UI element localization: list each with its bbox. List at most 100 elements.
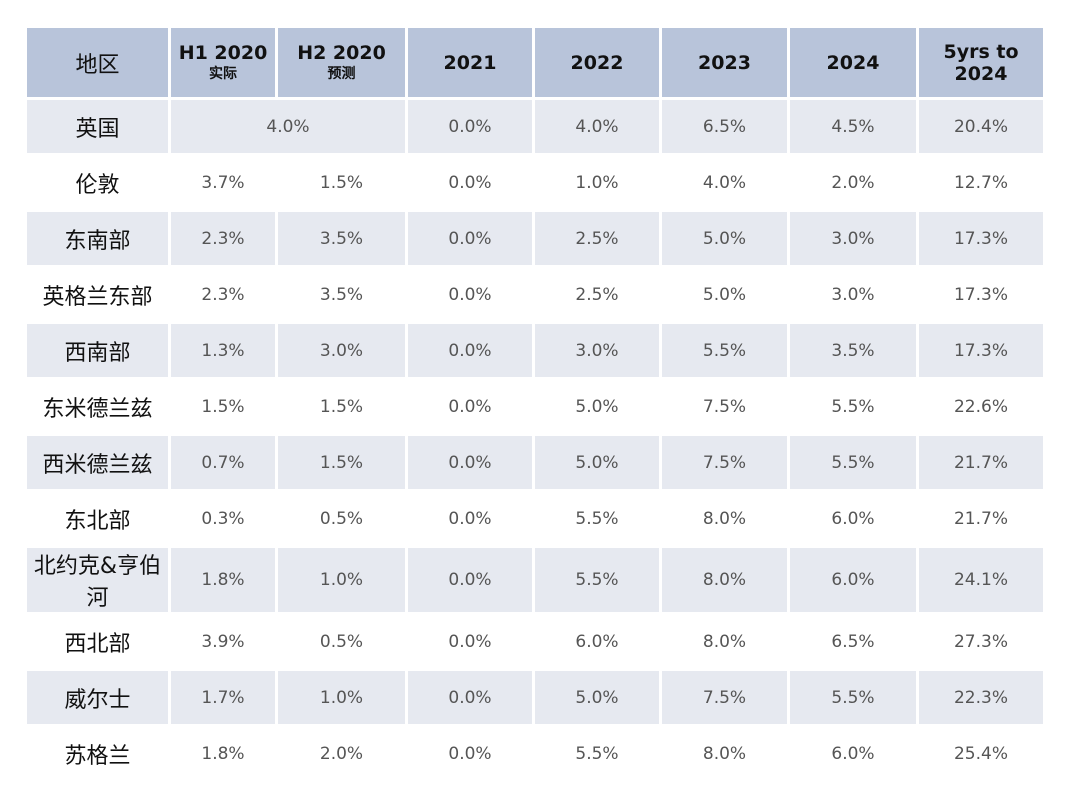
cell-h2-2020: 1.5% xyxy=(278,156,405,209)
region-cell: 东北部 xyxy=(27,492,168,545)
cell-h2-2020: 0.5% xyxy=(278,615,405,668)
cell-h2-2020: 3.5% xyxy=(278,212,405,265)
table-row: 西南部 1.3% 3.0% 0.0% 3.0% 5.5% 3.5% 17.3% xyxy=(27,324,1043,377)
header-h1-2020: H1 2020 实际 xyxy=(171,28,275,97)
cell-5yrs: 12.7% xyxy=(919,156,1043,209)
cell-2023: 6.5% xyxy=(662,100,787,153)
region-cell: 西南部 xyxy=(27,324,168,377)
cell-2021: 0.0% xyxy=(408,100,532,153)
cell-2021: 0.0% xyxy=(408,615,532,668)
cell-2021: 0.0% xyxy=(408,727,532,780)
cell-2022: 6.0% xyxy=(535,615,659,668)
table-row: 西北部 3.9% 0.5% 0.0% 6.0% 8.0% 6.5% 27.3% xyxy=(27,615,1043,668)
region-cell: 苏格兰 xyxy=(27,727,168,780)
cell-h1-2020: 2.3% xyxy=(171,268,275,321)
table-row: 英格兰东部 2.3% 3.5% 0.0% 2.5% 5.0% 3.0% 17.3% xyxy=(27,268,1043,321)
cell-2021: 0.0% xyxy=(408,380,532,433)
cell-2024: 3.5% xyxy=(790,324,916,377)
cell-2022: 5.5% xyxy=(535,727,659,780)
cell-5yrs: 22.3% xyxy=(919,671,1043,724)
cell-2023: 8.0% xyxy=(662,548,787,612)
cell-2023: 8.0% xyxy=(662,615,787,668)
cell-5yrs: 27.3% xyxy=(919,615,1043,668)
region-cell: 西北部 xyxy=(27,615,168,668)
cell-h1-2020: 1.8% xyxy=(171,548,275,612)
cell-2022: 5.0% xyxy=(535,671,659,724)
cell-2022: 5.5% xyxy=(535,548,659,612)
cell-5yrs: 25.4% xyxy=(919,727,1043,780)
cell-5yrs: 17.3% xyxy=(919,268,1043,321)
cell-2024: 5.5% xyxy=(790,671,916,724)
cell-2023: 4.0% xyxy=(662,156,787,209)
cell-5yrs: 21.7% xyxy=(919,436,1043,489)
cell-h1-2020: 1.5% xyxy=(171,380,275,433)
cell-2024: 6.5% xyxy=(790,615,916,668)
cell-5yrs: 21.7% xyxy=(919,492,1043,545)
cell-h1-2020: 0.3% xyxy=(171,492,275,545)
cell-5yrs: 20.4% xyxy=(919,100,1043,153)
cell-2022: 5.0% xyxy=(535,436,659,489)
region-cell: 西米德兰兹 xyxy=(27,436,168,489)
cell-2023: 7.5% xyxy=(662,671,787,724)
cell-5yrs: 24.1% xyxy=(919,548,1043,612)
region-cell: 东南部 xyxy=(27,212,168,265)
cell-2020-merged: 4.0% xyxy=(171,100,405,153)
header-5yrs-to-2024: 5yrs to 2024 xyxy=(919,28,1043,97)
cell-h1-2020: 1.7% xyxy=(171,671,275,724)
header-2021: 2021 xyxy=(408,28,532,97)
cell-2024: 6.0% xyxy=(790,727,916,780)
cell-h2-2020: 3.5% xyxy=(278,268,405,321)
cell-2024: 6.0% xyxy=(790,548,916,612)
forecast-table-wrapper: 地区 H1 2020 实际 H2 2020 预测 2021 2022 2023 xyxy=(27,28,1043,780)
cell-2021: 0.0% xyxy=(408,324,532,377)
header-region: 地区 xyxy=(27,28,168,97)
cell-2023: 5.5% xyxy=(662,324,787,377)
cell-2022: 5.0% xyxy=(535,380,659,433)
cell-2021: 0.0% xyxy=(408,436,532,489)
table-row: 东米德兰兹 1.5% 1.5% 0.0% 5.0% 7.5% 5.5% 22.6% xyxy=(27,380,1043,433)
cell-2023: 5.0% xyxy=(662,212,787,265)
cell-2021: 0.0% xyxy=(408,492,532,545)
cell-2021: 0.0% xyxy=(408,548,532,612)
table-row: 伦敦 3.7% 1.5% 0.0% 1.0% 4.0% 2.0% 12.7% xyxy=(27,156,1043,209)
cell-h1-2020: 3.7% xyxy=(171,156,275,209)
header-2024: 2024 xyxy=(790,28,916,97)
table-row: 东南部 2.3% 3.5% 0.0% 2.5% 5.0% 3.0% 17.3% xyxy=(27,212,1043,265)
table-row: 威尔士 1.7% 1.0% 0.0% 5.0% 7.5% 5.5% 22.3% xyxy=(27,671,1043,724)
table-row: 东北部 0.3% 0.5% 0.0% 5.5% 8.0% 6.0% 21.7% xyxy=(27,492,1043,545)
cell-2023: 7.5% xyxy=(662,436,787,489)
cell-h1-2020: 3.9% xyxy=(171,615,275,668)
cell-2024: 5.5% xyxy=(790,380,916,433)
cell-2022: 4.0% xyxy=(535,100,659,153)
cell-2021: 0.0% xyxy=(408,212,532,265)
cell-2022: 1.0% xyxy=(535,156,659,209)
cell-2021: 0.0% xyxy=(408,268,532,321)
region-cell: 伦敦 xyxy=(27,156,168,209)
cell-5yrs: 22.6% xyxy=(919,380,1043,433)
cell-h2-2020: 1.0% xyxy=(278,671,405,724)
header-h2-2020: H2 2020 预测 xyxy=(278,28,405,97)
table-row: 西米德兰兹 0.7% 1.5% 0.0% 5.0% 7.5% 5.5% 21.7% xyxy=(27,436,1043,489)
cell-2023: 8.0% xyxy=(662,492,787,545)
cell-h2-2020: 0.5% xyxy=(278,492,405,545)
cell-2024: 2.0% xyxy=(790,156,916,209)
cell-2022: 5.5% xyxy=(535,492,659,545)
cell-h2-2020: 2.0% xyxy=(278,727,405,780)
price-forecast-table: 地区 H1 2020 实际 H2 2020 预测 2021 2022 2023 xyxy=(24,25,1046,783)
header-2022: 2022 xyxy=(535,28,659,97)
region-cell: 英国 xyxy=(27,100,168,153)
region-cell: 北约克&亨伯河 xyxy=(27,548,168,612)
region-cell: 东米德兰兹 xyxy=(27,380,168,433)
cell-h2-2020: 3.0% xyxy=(278,324,405,377)
cell-h1-2020: 1.3% xyxy=(171,324,275,377)
cell-2023: 8.0% xyxy=(662,727,787,780)
cell-2022: 2.5% xyxy=(535,212,659,265)
cell-h1-2020: 1.8% xyxy=(171,727,275,780)
table-row: 北约克&亨伯河 1.8% 1.0% 0.0% 5.5% 8.0% 6.0% 24.1% xyxy=(27,548,1043,612)
cell-2022: 2.5% xyxy=(535,268,659,321)
cell-5yrs: 17.3% xyxy=(919,324,1043,377)
header-row: 地区 H1 2020 实际 H2 2020 预测 2021 2022 2023 xyxy=(27,28,1043,97)
region-cell: 英格兰东部 xyxy=(27,268,168,321)
cell-2021: 0.0% xyxy=(408,156,532,209)
cell-5yrs: 17.3% xyxy=(919,212,1043,265)
